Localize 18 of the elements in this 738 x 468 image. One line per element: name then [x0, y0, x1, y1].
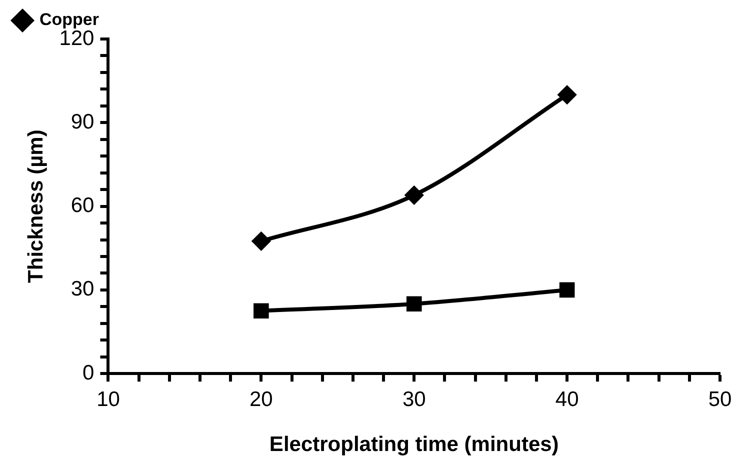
x-tick-label: 20 [250, 388, 273, 411]
point [252, 232, 270, 250]
point [254, 303, 269, 319]
x-tick-label: 50 [708, 388, 732, 411]
point [406, 296, 422, 312]
x-axis-title: Electroplating time (minutes) [269, 433, 559, 456]
y-tick-label: 60 [70, 194, 94, 218]
y-tick-label: 0 [82, 361, 94, 384]
y-tick-label: 30 [70, 278, 94, 301]
x-tick-label: 10 [96, 388, 120, 411]
legend-label: Copper [40, 10, 100, 30]
point [558, 86, 576, 104]
y-tick-label: 90 [70, 110, 94, 134]
x-tick-label: 30 [402, 388, 426, 411]
point [405, 186, 424, 204]
y-axis-title: Thickness (µm) [24, 130, 48, 283]
point [559, 282, 575, 298]
x-tick-label: 40 [555, 388, 579, 411]
